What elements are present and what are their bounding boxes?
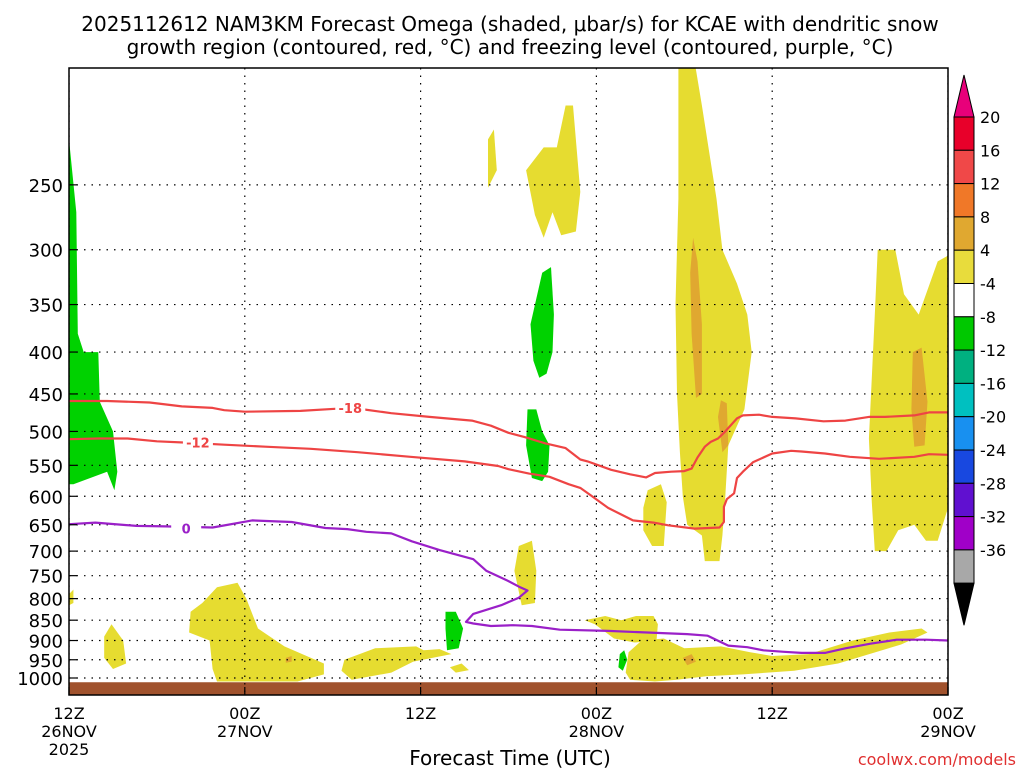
contour-0C — [69, 519, 948, 654]
omega-shade-20 — [530, 267, 554, 378]
colorbar-swatch-0 — [953, 116, 975, 151]
y-tick-label-700: 700 — [29, 542, 63, 563]
contour--12C — [69, 437, 948, 530]
colorbar-label--4: -4 — [980, 275, 996, 294]
omega-shade-9 — [625, 628, 928, 682]
colorbar-label--32: -32 — [980, 508, 1006, 527]
x-tick-label-0-l2: 26NOV — [41, 722, 97, 741]
omega-shade-14 — [718, 400, 729, 453]
colorbar-swatch-12 — [953, 516, 975, 551]
omega-shade-12 — [868, 249, 948, 552]
contour-label--12C: -12 — [186, 437, 210, 452]
x-tick-label-0-l1: 12Z — [53, 704, 84, 723]
colorbar-label--28: -28 — [980, 474, 1006, 493]
y-tick-label-400: 400 — [29, 343, 63, 364]
colorbar-label--24: -24 — [980, 441, 1006, 460]
omega-shade-11 — [675, 68, 752, 562]
colorbar-label--12: -12 — [980, 341, 1006, 360]
contour-label-bg--12C — [182, 434, 213, 451]
plot-frame — [68, 67, 949, 696]
x-tick-label-12-l1: 00Z — [229, 704, 260, 723]
colorbar-label-20: 20 — [980, 108, 1000, 127]
x-tick-label-36-l1: 00Z — [581, 704, 612, 723]
colorbar-label--36: -36 — [980, 541, 1006, 560]
x-tick-label-48-l1: 12Z — [757, 704, 788, 723]
colorbar-swatch-2 — [953, 183, 975, 218]
colorbar-label--20: -20 — [980, 408, 1006, 427]
colorbar-swatch-9 — [953, 416, 975, 451]
colorbar-swatch-4 — [953, 249, 975, 284]
y-tick-label-950: 950 — [29, 651, 63, 672]
colorbar-label-8: 8 — [980, 208, 990, 227]
omega-shade-1 — [104, 624, 127, 669]
x-tick-label-36-l2: 28NOV — [569, 722, 625, 741]
x-tick-label-12-l2: 27NOV — [217, 722, 273, 741]
colorbar-swatch-7 — [953, 349, 975, 384]
y-tick-label-500: 500 — [29, 422, 63, 443]
omega-shade-19 — [526, 409, 550, 482]
y-tick-label-550: 550 — [29, 456, 63, 477]
y-tick-label-450: 450 — [29, 385, 63, 406]
omega-shade-8 — [584, 616, 658, 643]
x-tick-label-60-l2: 29NOV — [920, 722, 976, 741]
y-tick-label-850: 850 — [29, 611, 63, 632]
colorbar-label-12: 12 — [980, 175, 1000, 194]
omega-shade-6 — [526, 105, 581, 238]
y-tick-label-750: 750 — [29, 567, 63, 588]
contour--18C — [69, 399, 948, 479]
omega-shade-10 — [643, 484, 667, 546]
y-tick-label-650: 650 — [29, 516, 63, 537]
omega-shade-15 — [911, 347, 928, 447]
contour-label-bg-0C — [171, 520, 202, 537]
colorbar-top-arrow — [953, 74, 975, 118]
ground-strip — [69, 682, 948, 695]
colorbar-label-16: 16 — [980, 141, 1000, 160]
omega-shade-5 — [488, 129, 497, 188]
colorbar-swatch-6 — [953, 316, 975, 351]
omega-shade-7 — [514, 540, 537, 606]
y-tick-label-350: 350 — [29, 296, 63, 317]
x-tick-label-24-l1: 12Z — [405, 704, 436, 723]
colorbar-label-4: 4 — [980, 241, 990, 260]
colorbar-bottom-arrow — [953, 582, 975, 626]
colorbar-swatch-5 — [953, 283, 975, 318]
credit-text: coolwx.com/models — [858, 750, 1016, 768]
omega-shade-22 — [618, 650, 628, 671]
y-tick-label-600: 600 — [29, 487, 63, 508]
contour-label-0C: 0 — [182, 523, 191, 538]
colorbar-swatch-13 — [953, 549, 975, 584]
colorbar-swatch-10 — [953, 449, 975, 484]
colorbar-swatch-3 — [953, 216, 975, 251]
omega-shade-0 — [69, 589, 74, 606]
contour-label--18C: -18 — [339, 402, 363, 417]
omega-shade-3 — [341, 646, 452, 680]
colorbar-label--16: -16 — [980, 374, 1006, 393]
contour-label-bg--18C — [335, 399, 366, 416]
chart-title-line1: 2025112612 NAM3KM Forecast Omega (shaded… — [81, 12, 938, 36]
y-tick-label-800: 800 — [29, 590, 63, 611]
colorbar-swatch-1 — [953, 149, 975, 185]
colorbar-label--8: -8 — [980, 308, 996, 327]
omega-shade-13 — [690, 237, 702, 398]
omega-shade-21 — [445, 611, 464, 651]
x-axis-title: Forecast Time (UTC) — [409, 746, 611, 768]
x-tick-label-0-l3: 2025 — [49, 740, 90, 759]
omega-shade-17 — [682, 654, 696, 666]
omega-shade-16 — [285, 656, 292, 663]
omega-shade-18 — [69, 139, 118, 491]
y-tick-label-250: 250 — [29, 176, 63, 197]
x-tick-label-60-l1: 00Z — [932, 704, 963, 723]
y-tick-label-1000: 1000 — [17, 669, 63, 690]
y-tick-label-300: 300 — [29, 241, 63, 262]
chart-title-line2: growth region (contoured, red, °C) and f… — [127, 35, 894, 59]
omega-shade-4 — [449, 663, 469, 673]
y-tick-label-900: 900 — [29, 632, 63, 653]
colorbar-swatch-11 — [953, 482, 975, 518]
colorbar-swatch-8 — [953, 382, 975, 418]
